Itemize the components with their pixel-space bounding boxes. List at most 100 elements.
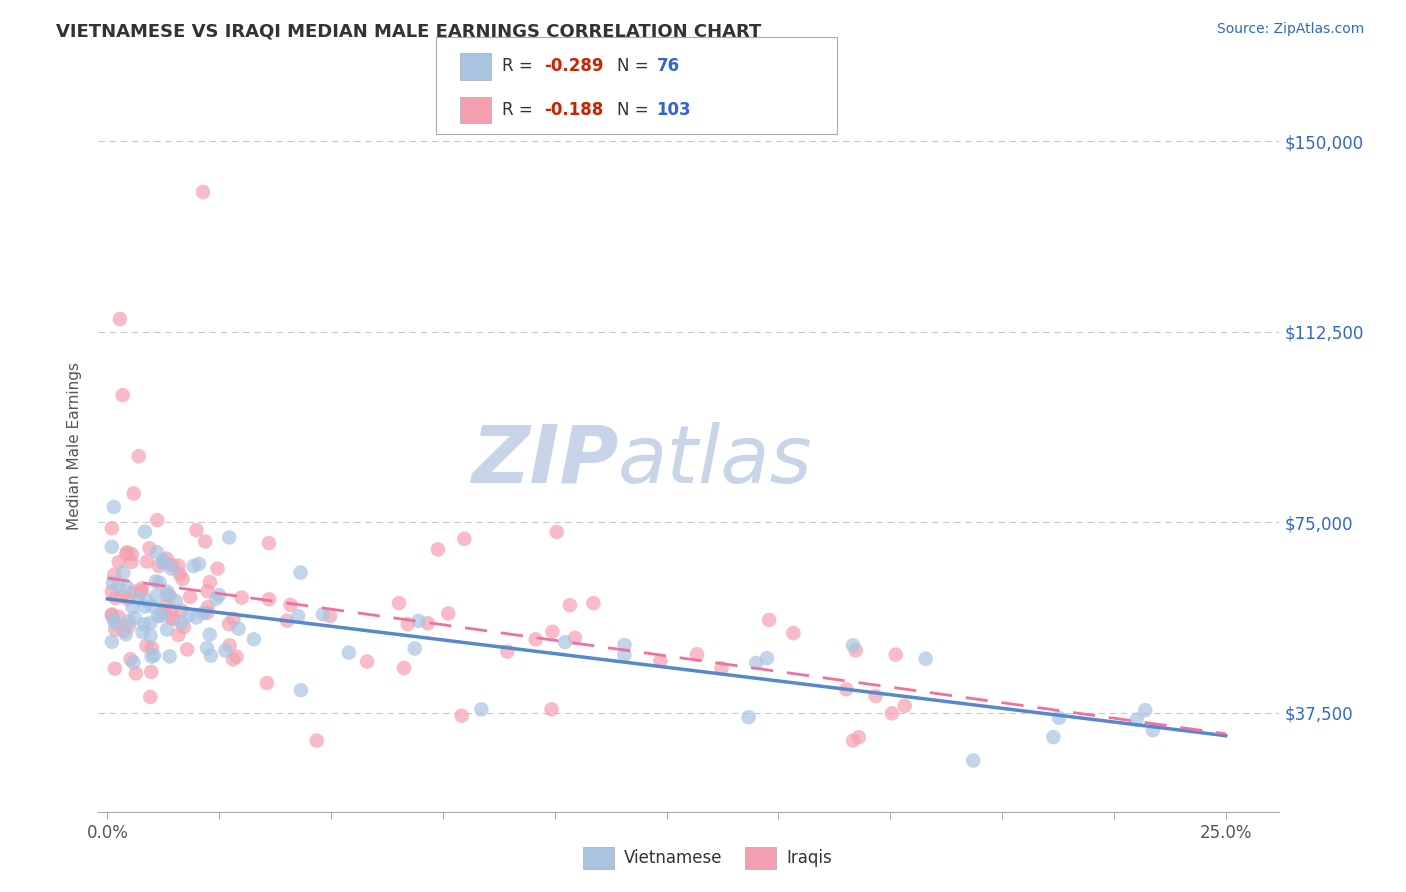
- Point: [276, 614, 298, 628]
- Point: [914, 652, 936, 666]
- Point: [127, 591, 149, 606]
- Point: [115, 580, 138, 594]
- Y-axis label: Median Male Earnings: Median Male Earnings: [67, 362, 83, 530]
- Text: R =: R =: [502, 101, 538, 120]
- Point: [737, 710, 759, 724]
- Point: [404, 641, 426, 656]
- Point: [141, 649, 163, 664]
- Point: [186, 610, 208, 624]
- Point: [103, 567, 125, 582]
- Point: [218, 638, 240, 652]
- Point: [893, 698, 915, 713]
- Point: [107, 610, 129, 624]
- Point: [546, 524, 568, 539]
- Point: [141, 599, 163, 614]
- Point: [167, 558, 190, 573]
- Point: [198, 627, 221, 641]
- Point: [156, 623, 179, 637]
- Point: [558, 598, 581, 612]
- Point: [150, 608, 173, 623]
- Point: [165, 594, 187, 608]
- Point: [337, 646, 360, 660]
- Point: [156, 588, 179, 602]
- Point: [179, 590, 201, 604]
- Point: [146, 513, 169, 527]
- Point: [176, 642, 198, 657]
- Point: [426, 542, 449, 557]
- Point: [138, 541, 160, 556]
- Point: [1126, 713, 1149, 727]
- Point: [1047, 711, 1070, 725]
- Point: [305, 733, 328, 747]
- Point: [396, 617, 419, 632]
- Point: [124, 611, 146, 625]
- Point: [152, 556, 174, 570]
- Point: [101, 521, 124, 535]
- Point: [114, 627, 136, 641]
- Point: [121, 600, 143, 615]
- Point: [231, 591, 253, 605]
- Point: [541, 624, 564, 639]
- Point: [191, 185, 214, 199]
- Point: [104, 662, 127, 676]
- Point: [145, 589, 167, 603]
- Point: [388, 596, 411, 610]
- Point: [554, 635, 576, 649]
- Point: [131, 625, 153, 640]
- Point: [222, 612, 245, 626]
- Point: [128, 449, 150, 463]
- Point: [193, 606, 215, 620]
- Point: [101, 607, 124, 622]
- Text: atlas: atlas: [619, 422, 813, 500]
- Point: [256, 676, 278, 690]
- Point: [257, 592, 280, 607]
- Point: [195, 606, 218, 620]
- Point: [103, 500, 125, 514]
- Point: [108, 312, 131, 326]
- Point: [146, 609, 169, 624]
- Text: Iraqis: Iraqis: [786, 849, 832, 867]
- Point: [131, 584, 153, 599]
- Point: [197, 600, 219, 615]
- Point: [214, 643, 236, 657]
- Point: [156, 584, 179, 599]
- Point: [142, 648, 165, 663]
- Text: Source: ZipAtlas.com: Source: ZipAtlas.com: [1216, 22, 1364, 37]
- Text: -0.289: -0.289: [544, 57, 603, 76]
- Point: [835, 682, 858, 697]
- Point: [152, 605, 174, 619]
- Point: [962, 754, 984, 768]
- Point: [756, 651, 779, 665]
- Text: N =: N =: [617, 101, 654, 120]
- Point: [218, 530, 240, 544]
- Point: [122, 584, 145, 599]
- Point: [101, 608, 124, 623]
- Point: [152, 554, 174, 568]
- Point: [200, 648, 222, 663]
- Point: [170, 604, 193, 618]
- Point: [159, 589, 181, 603]
- Text: VIETNAMESE VS IRAQI MEDIAN MALE EARNINGS CORRELATION CHART: VIETNAMESE VS IRAQI MEDIAN MALE EARNINGS…: [56, 22, 762, 40]
- Point: [111, 388, 134, 402]
- Point: [115, 547, 138, 561]
- Point: [186, 523, 208, 537]
- Point: [101, 584, 124, 599]
- Point: [104, 623, 127, 637]
- Point: [135, 639, 157, 653]
- Point: [470, 702, 492, 716]
- Point: [155, 599, 177, 613]
- Point: [131, 582, 153, 596]
- Point: [582, 596, 605, 610]
- Point: [392, 661, 415, 675]
- Point: [650, 654, 672, 668]
- Point: [880, 706, 903, 721]
- Point: [243, 632, 266, 647]
- Point: [173, 620, 195, 634]
- Point: [162, 612, 184, 626]
- Point: [710, 661, 733, 675]
- Point: [1042, 730, 1064, 744]
- Point: [183, 559, 205, 574]
- Point: [218, 617, 240, 632]
- Point: [135, 593, 157, 607]
- Point: [613, 638, 636, 652]
